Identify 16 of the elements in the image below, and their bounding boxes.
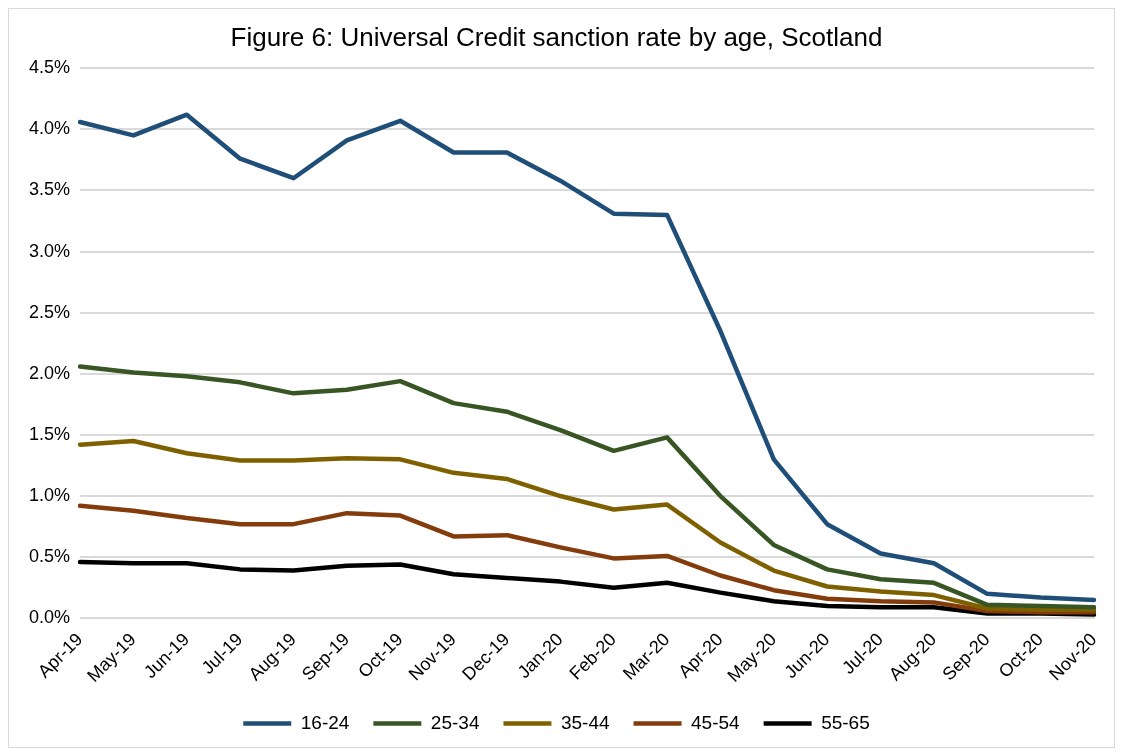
y-tick-label: 1.5% [29, 423, 71, 444]
legend-label: 35-44 [560, 711, 610, 733]
y-tick-label: 2.5% [29, 301, 71, 322]
y-tick-label: 4.0% [29, 118, 71, 139]
legend-label: 25-34 [430, 711, 480, 733]
y-tick-label: 2.0% [29, 362, 71, 383]
y-tick-label: 3.0% [29, 240, 71, 261]
y-tick-label: 0.0% [29, 607, 71, 628]
y-tick-label: 4.5% [29, 57, 71, 78]
legend-label: 16-24 [300, 711, 350, 733]
legend-label: 45-54 [691, 711, 741, 733]
y-tick-label: 0.5% [29, 546, 71, 567]
chart-title: Figure 6: Universal Credit sanction rate by age, Scotland [230, 21, 883, 52]
legend-label: 55-65 [821, 711, 870, 733]
y-tick-label: 1.0% [29, 485, 71, 506]
y-tick-label: 3.5% [29, 179, 71, 200]
